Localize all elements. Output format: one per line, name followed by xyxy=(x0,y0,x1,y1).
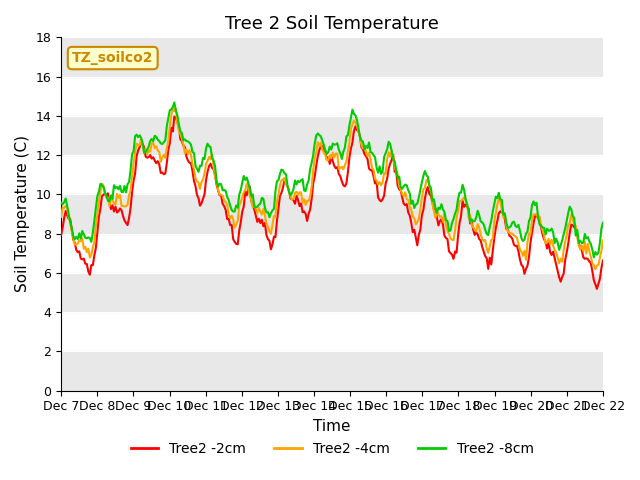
Line: Tree2 -2cm: Tree2 -2cm xyxy=(61,117,603,289)
Tree2 -8cm xyxy=(590,254,598,260)
Tree2 -8cm xyxy=(296,179,303,185)
Tree2 -4cm xyxy=(58,214,65,220)
X-axis label: Time: Time xyxy=(314,419,351,434)
Tree2 -2cm xyxy=(124,222,131,228)
Tree2 -4cm xyxy=(570,221,578,227)
Tree2 -8cm xyxy=(570,216,578,221)
Bar xyxy=(61,116,603,155)
Tree2 -8cm xyxy=(170,99,178,105)
Tree2 -2cm xyxy=(239,209,246,215)
Tree2 -2cm xyxy=(593,286,601,292)
Tree2 -8cm xyxy=(239,180,246,186)
Line: Tree2 -4cm: Tree2 -4cm xyxy=(61,108,603,269)
Legend: Tree2 -2cm, Tree2 -4cm, Tree2 -8cm: Tree2 -2cm, Tree2 -4cm, Tree2 -8cm xyxy=(125,436,539,461)
Tree2 -4cm xyxy=(124,202,131,207)
Tree2 -4cm xyxy=(220,198,228,204)
Bar xyxy=(61,273,603,312)
Title: Tree 2 Soil Temperature: Tree 2 Soil Temperature xyxy=(225,15,439,33)
Tree2 -2cm xyxy=(599,258,607,264)
Tree2 -4cm xyxy=(599,238,607,243)
Tree2 -4cm xyxy=(296,190,303,195)
Y-axis label: Soil Temperature (C): Soil Temperature (C) xyxy=(15,135,30,292)
Tree2 -2cm xyxy=(570,225,578,230)
Tree2 -2cm xyxy=(248,198,255,204)
Bar xyxy=(61,37,603,77)
Tree2 -4cm xyxy=(248,197,255,203)
Tree2 -2cm xyxy=(220,203,228,209)
Tree2 -4cm xyxy=(169,105,177,111)
Text: TZ_soilco2: TZ_soilco2 xyxy=(72,51,154,65)
Bar xyxy=(61,351,603,391)
Tree2 -8cm xyxy=(599,220,607,226)
Tree2 -8cm xyxy=(124,181,131,187)
Tree2 -8cm xyxy=(58,200,65,205)
Tree2 -2cm xyxy=(58,232,65,238)
Bar xyxy=(61,194,603,234)
Line: Tree2 -8cm: Tree2 -8cm xyxy=(61,102,603,257)
Tree2 -8cm xyxy=(220,187,228,193)
Tree2 -4cm xyxy=(239,194,246,200)
Tree2 -2cm xyxy=(170,114,178,120)
Tree2 -2cm xyxy=(296,203,303,209)
Tree2 -4cm xyxy=(591,266,599,272)
Tree2 -8cm xyxy=(248,192,255,198)
